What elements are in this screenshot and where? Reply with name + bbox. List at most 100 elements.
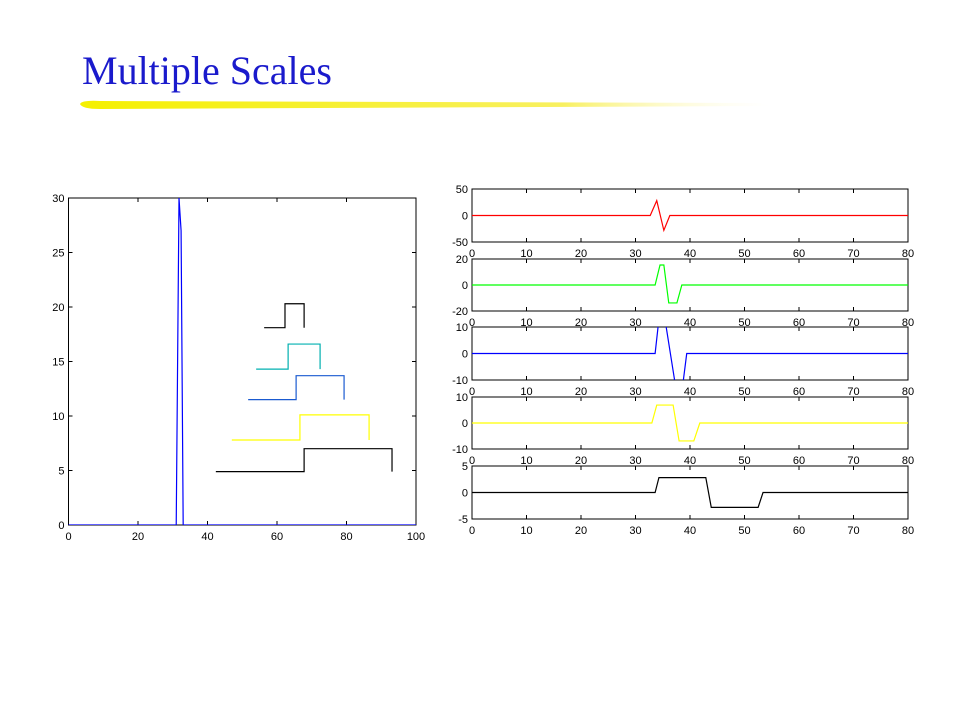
x-tick-label: 70 xyxy=(847,455,859,467)
plot-lines xyxy=(472,198,908,233)
x-tick-label: 10 xyxy=(520,248,532,260)
y-tick-label: 0 xyxy=(462,280,468,292)
x-tick-label: 40 xyxy=(684,248,696,260)
x-tick-label: 20 xyxy=(575,386,587,398)
x-tick-label: 20 xyxy=(132,531,144,543)
x-tick-label: 50 xyxy=(738,386,750,398)
x-tick-label: 20 xyxy=(575,455,587,467)
x-tick-label: 80 xyxy=(902,525,914,537)
slide-title: Multiple Scales xyxy=(82,48,332,93)
plot-lines xyxy=(472,264,908,304)
plot-lines xyxy=(68,198,416,525)
x-tick-label: 30 xyxy=(629,386,641,398)
x-tick-label: 60 xyxy=(793,248,805,260)
x-tick-label: 60 xyxy=(793,525,805,537)
y-tick-label: -50 xyxy=(452,237,468,249)
x-tick-label: 0 xyxy=(469,248,475,260)
x-tick-label: 0 xyxy=(65,531,71,543)
series-line xyxy=(256,343,321,370)
plot-area xyxy=(68,197,417,526)
x-tick-label: 30 xyxy=(629,248,641,260)
x-tick-label: 0 xyxy=(469,317,475,329)
x-tick-label: 30 xyxy=(629,317,641,329)
x-tick-label: 0 xyxy=(469,455,475,467)
series-line xyxy=(264,303,305,329)
chart-panel: 0 20 40 60 80 100 0 5 10 15 20 25 30 xyxy=(52,193,425,543)
x-tick-label: 40 xyxy=(684,317,696,329)
y-tick-label: -20 xyxy=(452,306,468,318)
plot-lines xyxy=(472,327,908,380)
y-tick-label: -10 xyxy=(452,375,468,387)
x-tick-label: 0 xyxy=(469,525,475,537)
x-tick-label: 80 xyxy=(902,317,914,329)
y-tick-label: 15 xyxy=(52,357,64,369)
y-tick-label: 0 xyxy=(462,349,468,361)
x-tick-label: 70 xyxy=(847,317,859,329)
x-tick-label: 60 xyxy=(793,386,805,398)
y-tick-label: 10 xyxy=(52,411,64,423)
x-tick-label: 10 xyxy=(520,525,532,537)
x-tick-label: 40 xyxy=(684,455,696,467)
x-tick-label: 40 xyxy=(684,525,696,537)
x-tick-label: 70 xyxy=(847,525,859,537)
x-tick-label: 30 xyxy=(629,525,641,537)
y-tick-label: 5 xyxy=(462,461,468,473)
x-tick-label: 80 xyxy=(902,248,914,260)
x-tick-label: 20 xyxy=(575,525,587,537)
y-tick-label: -5 xyxy=(458,514,468,526)
y-tick-label: -10 xyxy=(452,444,468,456)
y-tick-label: 0 xyxy=(58,520,64,532)
y-tick-label: 0 xyxy=(462,418,468,430)
y-tick-label: 30 xyxy=(52,193,64,205)
series-line xyxy=(472,264,908,304)
series-line xyxy=(472,477,908,508)
y-tick-label: 10 xyxy=(456,392,468,404)
x-tick-label: 10 xyxy=(520,455,532,467)
y-tick-label: 25 xyxy=(52,248,64,260)
chart-panel: 0 10 20 30 40 50 60 70 80-505 xyxy=(458,461,914,537)
title-underline xyxy=(80,100,770,109)
x-tick-label: 0 xyxy=(469,386,475,398)
series-line xyxy=(231,414,370,441)
y-tick-label: 10 xyxy=(456,322,468,334)
series-line xyxy=(215,448,393,473)
x-tick-label: 80 xyxy=(340,531,352,543)
series-line xyxy=(472,404,908,442)
x-tick-label: 10 xyxy=(520,386,532,398)
y-tick-label: 50 xyxy=(456,184,468,196)
x-tick-label: 50 xyxy=(738,317,750,329)
x-tick-label: 50 xyxy=(738,455,750,467)
y-tick-label: 0 xyxy=(462,488,468,500)
x-tick-label: 100 xyxy=(407,531,425,543)
x-tick-label: 60 xyxy=(271,531,283,543)
series-line xyxy=(248,375,345,401)
x-tick-label: 10 xyxy=(520,317,532,329)
x-tick-label: 50 xyxy=(738,525,750,537)
x-tick-label: 30 xyxy=(629,455,641,467)
plot-lines xyxy=(472,404,908,442)
x-tick-label: 60 xyxy=(793,317,805,329)
x-tick-label: 70 xyxy=(847,248,859,260)
series-line xyxy=(472,327,908,380)
x-tick-label: 70 xyxy=(847,386,859,398)
y-tick-label: 20 xyxy=(456,254,468,266)
x-tick-label: 20 xyxy=(575,317,587,329)
x-tick-label: 80 xyxy=(902,455,914,467)
x-tick-label: 60 xyxy=(793,455,805,467)
plot-lines xyxy=(472,477,908,508)
x-tick-label: 40 xyxy=(684,386,696,398)
x-tick-label: 50 xyxy=(738,248,750,260)
series-line xyxy=(68,198,416,525)
y-tick-label: 0 xyxy=(462,211,468,223)
y-tick-label: 5 xyxy=(58,466,64,478)
x-tick-label: 40 xyxy=(201,531,213,543)
x-tick-label: 20 xyxy=(575,248,587,260)
x-tick-label: 80 xyxy=(902,386,914,398)
y-tick-label: 20 xyxy=(52,302,64,314)
series-line xyxy=(472,198,908,233)
